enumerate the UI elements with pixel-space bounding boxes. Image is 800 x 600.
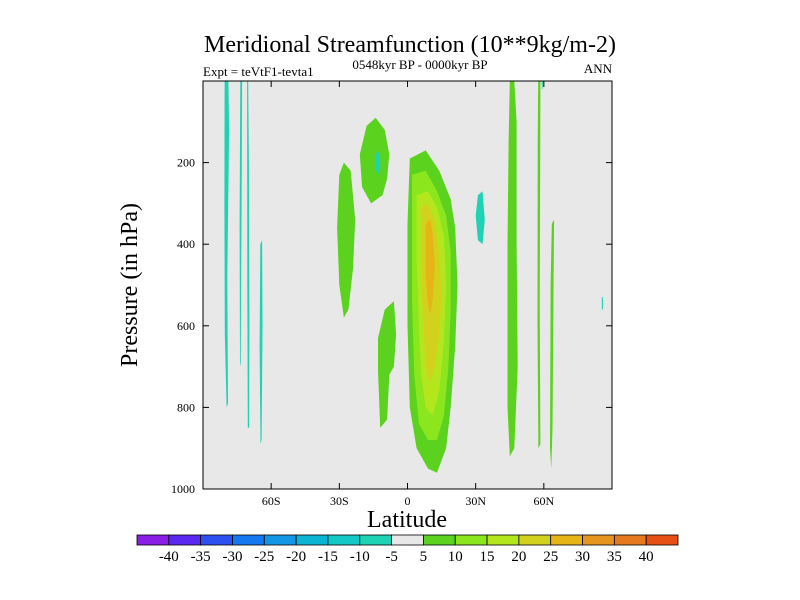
contour-region-tongue-B [239, 81, 243, 367]
y-tick-label: 200 [177, 156, 195, 170]
colorbar-box [327, 534, 361, 546]
contour-region-green-patch-1 [337, 162, 356, 318]
colorbar-box [263, 534, 297, 546]
contour-region-green-patch-6 [550, 219, 555, 469]
colorbar-label: 40 [639, 549, 654, 565]
colorbar-label: -15 [318, 549, 338, 565]
contour-region-tongue-A [224, 81, 230, 408]
colorbar-box [613, 534, 647, 546]
colorbar-label: -30 [222, 549, 242, 565]
colorbar-label: 35 [607, 549, 622, 565]
colorbar-box [486, 534, 520, 546]
period-label: 0548kyr BP - 0000kyr BP [352, 57, 487, 72]
colorbar-label: -35 [191, 549, 211, 565]
x-axis-label: Latitude [367, 507, 447, 533]
colorbar-box [295, 534, 329, 546]
contour-region-cyan-patch-2 [475, 191, 485, 245]
colorbar: -40 -35 -30 -25 -20 -15 -10 -5 5 10 15 20 25 30 35 40 [136, 534, 679, 565]
chart-title: Meridional Streamfunction (10**9kg/m-2) [204, 32, 616, 58]
colorbar-box [518, 534, 552, 546]
plot-area: 60S 30S 0 30N 60N 200 400 600 800 1000 [171, 80, 613, 508]
y-tick-label: 600 [177, 319, 195, 333]
contour-region-cyan-patch-4 [601, 297, 603, 310]
colorbar-box [454, 534, 488, 546]
contour-region-green-patch-3 [378, 301, 397, 428]
y-tick-label: 400 [177, 237, 195, 251]
colorbar-label: 20 [511, 549, 526, 565]
colorbar-label: -5 [385, 549, 398, 565]
colorbar-label: 15 [480, 549, 495, 565]
colorbar-box [645, 534, 679, 546]
contour-region-cyan-patch-3 [541, 81, 543, 90]
colorbar-label: 5 [420, 549, 428, 565]
colorbar-box [391, 534, 424, 546]
colorbar-box [582, 534, 615, 546]
contour-region-cyan-patch-1 [375, 150, 381, 175]
colorbar-label: -10 [350, 549, 370, 565]
y-axis-label: Pressure (in hPa) [117, 203, 143, 367]
x-tick-label: 30N [465, 494, 486, 508]
colorbar-label: 10 [448, 549, 463, 565]
colorbar-box [550, 534, 583, 546]
colorbar-label: -40 [159, 549, 179, 565]
contour-region-tongue-C [247, 81, 250, 428]
colorbar-box [136, 534, 170, 546]
contour-region-green-patch-5 [537, 81, 541, 449]
colorbar-box [168, 534, 202, 546]
colorbar-label: -25 [254, 549, 274, 565]
x-tick-label: 30S [330, 494, 349, 508]
colorbar-box [359, 534, 392, 546]
contour-region-green-patch-4 [507, 81, 518, 457]
y-tick-label: 800 [177, 400, 195, 414]
x-tick-label: 60S [262, 494, 281, 508]
x-tick-label: 60N [533, 494, 554, 508]
colorbar-box [232, 534, 265, 546]
contour-region-green-patch-2 [359, 117, 390, 204]
colorbar-label: -20 [286, 549, 306, 565]
colorbar-label: 30 [575, 549, 590, 565]
contour-region-tongue-D [259, 240, 263, 445]
contour-region-cell-25 [425, 219, 435, 314]
colorbar-label: 25 [543, 549, 558, 565]
experiment-label: Expt = teVtF1-tevta1 [203, 64, 314, 79]
x-tick-label: 0 [405, 494, 411, 508]
season-label: ANN [584, 61, 613, 76]
y-tick-label: 1000 [171, 482, 195, 496]
colorbar-box [200, 534, 233, 546]
colorbar-box [423, 534, 456, 546]
